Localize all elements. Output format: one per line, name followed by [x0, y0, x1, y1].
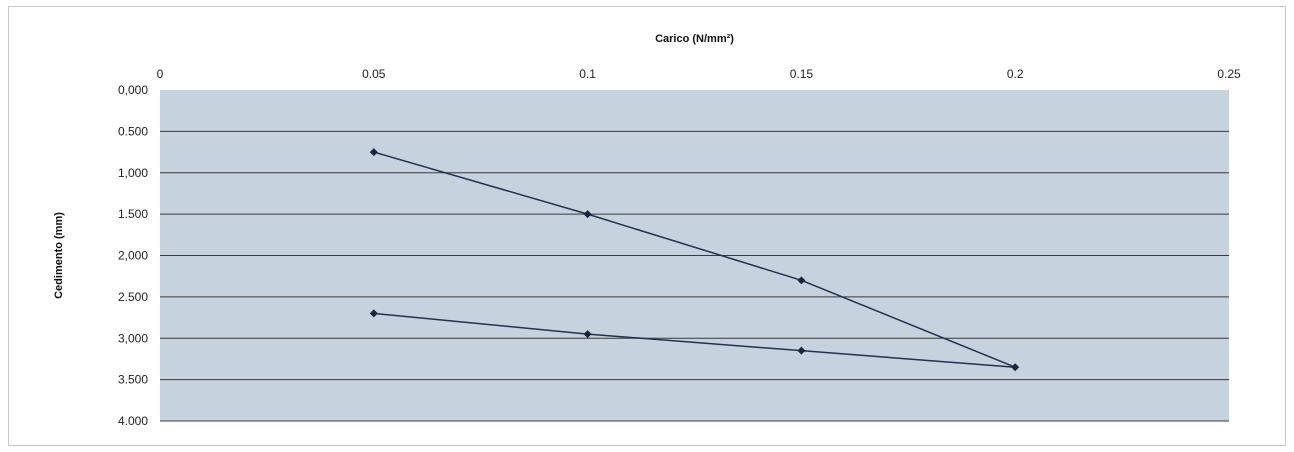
y-tick-label: 1,000 — [118, 166, 148, 180]
data-point — [1011, 363, 1020, 372]
y-tick-label: 1.500 — [118, 207, 148, 221]
data-point — [583, 330, 592, 339]
x-tick-label: 0.25 — [1217, 67, 1241, 81]
y-tick-label: 3,000 — [118, 331, 148, 345]
y-tick-label: 2.500 — [118, 290, 148, 304]
y-tick-label: 0.500 — [118, 124, 148, 138]
data-point — [369, 309, 378, 318]
y-tick-label: 3.500 — [118, 373, 148, 387]
x-tick-label: 0 — [157, 67, 164, 81]
x-tick-label: 0.2 — [1007, 67, 1024, 81]
y-tick-label: 0,000 — [118, 83, 148, 97]
x-axis-ticks: 0 0.05 0.1 0.15 0.2 0.25 — [157, 67, 1241, 81]
y-tick-label: 2,000 — [118, 249, 148, 263]
y-tick-label: 4.000 — [118, 414, 148, 428]
x-tick-label: 0.1 — [579, 67, 596, 81]
series-layer — [369, 148, 1020, 372]
x-tick-label: 0.15 — [790, 67, 814, 81]
x-axis-title: Carico (N/mm²) — [655, 33, 734, 45]
data-point — [583, 210, 592, 219]
y-axis-ticks: 0,000 0.500 1,000 1.500 2,000 2.500 3,000 3.500… — [118, 83, 148, 428]
data-point — [797, 346, 806, 355]
y-axis-title: Cedimento (mm) — [53, 212, 65, 299]
data-point — [797, 276, 806, 285]
gridlines — [160, 130, 1229, 422]
x-tick-label: 0.05 — [362, 67, 386, 81]
data-point — [369, 148, 378, 157]
